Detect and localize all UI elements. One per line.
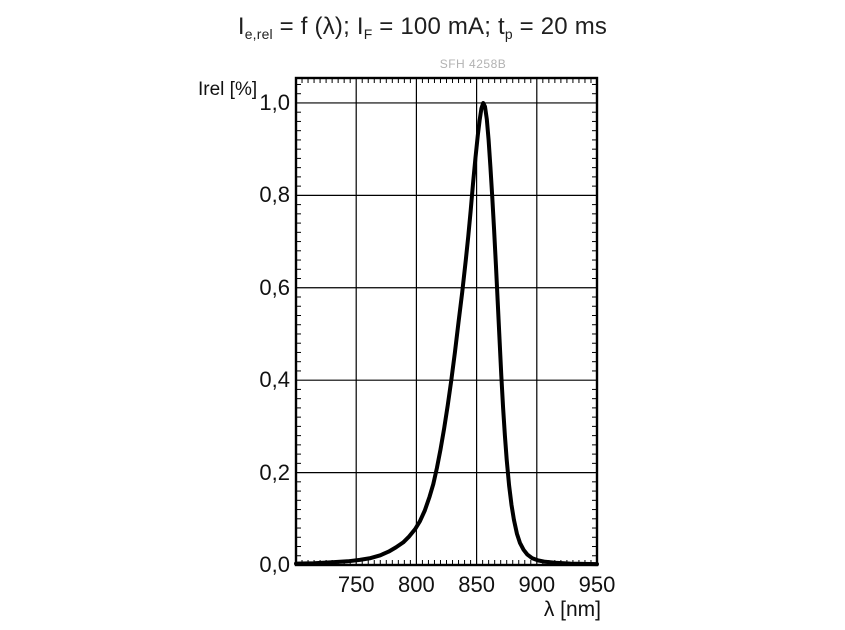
part-number-watermark: SFH 4258B — [439, 57, 507, 71]
y-tick-label: 0,4 — [259, 367, 290, 393]
title-subscript: F — [363, 25, 373, 42]
title-text: = f (λ); I — [272, 13, 364, 40]
x-tick-label: 750 — [337, 572, 375, 597]
y-tick-label: 0,2 — [259, 459, 290, 485]
emission-curve — [294, 101, 599, 567]
title-text: I — [237, 13, 245, 40]
x-axis-label: λ [nm] — [543, 598, 601, 621]
y-tick-label: 0,6 — [259, 274, 290, 300]
x-tick-label: 800 — [398, 572, 435, 597]
y-axis-label: Irel [%] — [198, 79, 258, 100]
x-tick-label: 950 — [578, 572, 616, 597]
y-tick-label: 1,0 — [259, 89, 290, 115]
title-subscript: p — [504, 25, 513, 42]
plot-frame — [294, 76, 599, 567]
x-tick-label: 900 — [518, 572, 556, 597]
title-text: = 100 mA; t — [372, 13, 505, 40]
chart-title: Ie,rel = f (λ); IF = 100 mA; tp = 20 ms — [0, 13, 845, 42]
title-text: = 20 ms — [512, 13, 608, 40]
y-tick-label: 0,8 — [259, 182, 290, 208]
x-tick-label: 850 — [458, 572, 495, 597]
y-tick-label: 0,0 — [259, 552, 290, 577]
title-subscript: e,rel — [244, 25, 273, 42]
